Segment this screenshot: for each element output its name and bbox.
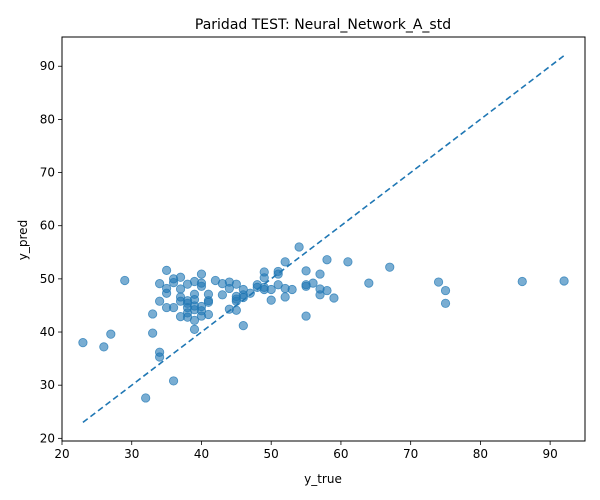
y-tick-label: 90 xyxy=(40,59,55,73)
data-point-19 xyxy=(175,272,186,282)
data-point-86 xyxy=(315,290,325,300)
data-point-96 xyxy=(517,276,527,287)
data-point-4 xyxy=(141,393,151,403)
data-point-88 xyxy=(322,285,332,296)
x-tick-label: 20 xyxy=(54,447,69,461)
data-point-77 xyxy=(287,284,297,295)
data-point-37 xyxy=(196,269,207,279)
data-point-90 xyxy=(343,257,353,267)
y-axis-title: y_pred xyxy=(16,220,30,260)
data-point-35 xyxy=(189,315,200,325)
data-point-49 xyxy=(217,290,227,300)
plot-frame xyxy=(61,36,586,442)
data-point-62 xyxy=(245,288,255,298)
data-point-6 xyxy=(148,309,158,319)
data-point-66 xyxy=(259,273,269,283)
data-point-91 xyxy=(364,278,374,288)
y-tick-label: 40 xyxy=(40,325,55,339)
identity-reference-line xyxy=(82,54,565,424)
data-point-13 xyxy=(162,288,172,298)
data-point-60 xyxy=(238,292,248,303)
data-point-3 xyxy=(120,275,130,286)
data-point-18 xyxy=(168,376,179,386)
data-point-5 xyxy=(148,328,158,338)
data-point-89 xyxy=(329,293,339,303)
data-point-93 xyxy=(433,277,444,287)
data-point-0 xyxy=(78,338,88,348)
y-tick-label: 30 xyxy=(40,378,55,392)
data-point-95 xyxy=(440,298,451,308)
data-point-17 xyxy=(168,302,179,313)
data-point-84 xyxy=(315,269,325,279)
data-point-94 xyxy=(440,285,451,296)
y-tick-label: 80 xyxy=(40,112,55,126)
data-point-9 xyxy=(155,296,165,306)
data-point-78 xyxy=(294,242,304,252)
data-point-10 xyxy=(155,279,165,289)
data-point-74 xyxy=(280,257,290,267)
data-point-83 xyxy=(308,278,318,288)
plot-content xyxy=(78,54,569,424)
data-point-16 xyxy=(168,277,179,288)
data-point-76 xyxy=(280,292,290,302)
x-tick-label: 80 xyxy=(473,447,488,461)
x-tick-label: 30 xyxy=(124,447,139,461)
data-point-53 xyxy=(231,279,241,289)
y-tick-label: 70 xyxy=(40,166,55,180)
data-point-73 xyxy=(273,280,283,290)
data-point-45 xyxy=(203,297,214,307)
data-point-2 xyxy=(106,329,116,339)
data-point-82 xyxy=(301,311,311,321)
x-tick-label: 40 xyxy=(194,447,209,461)
y-axis-ticks: 20 30 40 50 60 70 80 90 xyxy=(40,59,62,445)
y-tick-label: 20 xyxy=(40,431,55,445)
x-tick-label: 50 xyxy=(264,447,279,461)
data-point-69 xyxy=(266,284,276,295)
data-point-57 xyxy=(231,305,241,315)
data-point-36 xyxy=(189,324,200,334)
x-tick-label: 70 xyxy=(403,447,418,461)
y-tick-label: 50 xyxy=(40,272,55,286)
data-point-46 xyxy=(203,309,214,320)
x-axis-title: y_true xyxy=(304,472,342,486)
data-point-97 xyxy=(559,276,569,286)
data-point-1 xyxy=(99,342,109,352)
data-point-70 xyxy=(266,295,276,305)
x-axis-ticks: 20 30 40 50 60 70 80 90 xyxy=(54,441,558,461)
data-point-79 xyxy=(301,266,311,276)
data-point-39 xyxy=(196,281,207,291)
x-tick-label: 90 xyxy=(542,447,557,461)
data-point-92 xyxy=(385,262,395,272)
x-tick-label: 60 xyxy=(333,447,348,461)
data-point-61 xyxy=(238,321,248,331)
data-point-51 xyxy=(224,283,234,294)
data-point-87 xyxy=(322,255,332,265)
chart-title: Paridad TEST: Neural_Network_A_std xyxy=(195,17,451,33)
data-point-11 xyxy=(162,265,172,275)
data-point-8 xyxy=(155,352,165,362)
y-tick-label: 60 xyxy=(40,219,55,233)
